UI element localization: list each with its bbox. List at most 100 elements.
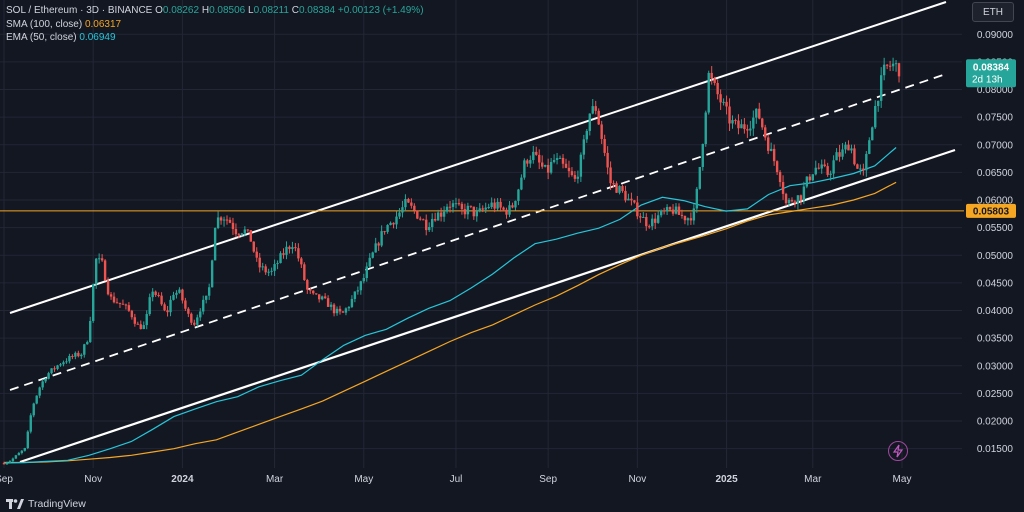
candle-body — [781, 182, 785, 194]
regression-channel — [9, 1, 956, 464]
candle-body — [338, 308, 342, 312]
candle-body — [213, 227, 217, 261]
candle-body — [89, 320, 92, 343]
candle-body — [228, 219, 232, 223]
candle-body — [642, 217, 645, 219]
candle-body — [725, 101, 728, 107]
candle-body — [353, 291, 357, 299]
candle-body — [814, 167, 817, 175]
last-price-label-bg — [966, 59, 1016, 88]
price-tick-label: 0.04000 — [977, 306, 1014, 317]
candle-body — [210, 260, 214, 288]
lightning-icon[interactable] — [888, 441, 908, 461]
candle-body — [627, 198, 630, 201]
candle-body — [879, 75, 883, 101]
candle-body — [386, 225, 389, 232]
candle-body — [172, 294, 175, 300]
candle-body — [549, 162, 553, 173]
price-axis[interactable]: 0.090000.085000.080000.075000.070000.065… — [977, 30, 1014, 455]
ohlc-value-c: 0.08384 — [298, 5, 336, 16]
price-tick-label: 0.07500 — [977, 113, 1014, 124]
candle-body — [844, 144, 847, 150]
candle-body — [710, 72, 713, 79]
candle-body — [273, 264, 276, 271]
candle-body — [648, 226, 651, 228]
candle-body — [419, 218, 422, 220]
candle-body — [573, 175, 577, 179]
candle-body — [225, 219, 229, 221]
ohlc-key-h: H — [199, 5, 210, 16]
candle-body — [178, 289, 181, 293]
ema-label: EMA (50, close) — [6, 32, 77, 43]
tradingview-logo[interactable]: TradingView — [6, 498, 86, 510]
candle-body — [258, 257, 261, 268]
candle-body — [115, 302, 119, 304]
candle-body — [422, 219, 425, 221]
candle-body — [484, 207, 487, 210]
legend-ema-row[interactable]: EMA (50, close) 0.06949 — [6, 31, 424, 45]
candle-body — [633, 200, 636, 203]
candle-body — [692, 208, 696, 221]
candle-body — [59, 364, 62, 366]
support-price-label-text: 0.05803 — [973, 206, 1010, 217]
candle-body — [344, 308, 348, 313]
candle-body — [793, 201, 797, 204]
candle-body — [508, 205, 511, 215]
candle-body — [92, 284, 95, 321]
candle-body — [695, 188, 699, 209]
candle-body — [97, 258, 101, 260]
time-tick-label: 2024 — [171, 474, 194, 485]
time-tick-label: Jul — [450, 474, 463, 485]
candle-body — [442, 211, 446, 217]
candle-body — [219, 217, 223, 221]
candle-body — [187, 308, 190, 314]
candle-body — [850, 148, 853, 151]
candle-body — [609, 167, 612, 184]
candle-body — [94, 258, 98, 285]
price-tick-label: 0.03000 — [977, 361, 1014, 372]
symbol-title[interactable]: SOL / Ethereum · 3D · BINANCE — [6, 5, 153, 16]
time-tick-label: Nov — [628, 474, 646, 485]
candle-body — [799, 195, 803, 201]
candle-body — [133, 317, 137, 324]
candle-body — [853, 148, 856, 165]
candle-body — [882, 64, 886, 76]
candle-body — [29, 415, 32, 432]
candle-body — [579, 154, 583, 177]
candle-body — [805, 176, 809, 187]
candle-body — [823, 164, 826, 167]
candle-body — [118, 302, 122, 304]
candle-body — [285, 246, 288, 255]
candle-body — [865, 153, 868, 171]
candle-body — [151, 291, 154, 298]
candle-body — [481, 208, 484, 210]
candle-body — [207, 287, 211, 296]
currency-button[interactable]: ETH — [972, 2, 1014, 22]
time-axis[interactable]: Sep Nov 2024 Mar May Jul Sep Nov 2025 Mar May — [0, 474, 911, 485]
price-tick-label: 0.06000 — [977, 196, 1014, 207]
candle-body — [157, 294, 160, 296]
candle-body — [190, 313, 193, 323]
candle-body — [306, 280, 309, 290]
chart-grid — [0, 0, 962, 468]
candle-body — [68, 356, 71, 362]
candle-body — [764, 127, 767, 138]
candle-body — [11, 458, 15, 462]
candle-body — [615, 183, 618, 193]
candle-body — [341, 311, 345, 313]
candle-body — [749, 128, 752, 131]
support-price-label: 0.05803 — [966, 203, 1016, 218]
candle-body — [106, 280, 110, 295]
candle-body — [362, 277, 365, 282]
legend-sma-row[interactable]: SMA (100, close) 0.06317 — [6, 18, 424, 32]
candle-body — [282, 253, 285, 255]
candle-body — [538, 154, 541, 163]
candle-body — [347, 306, 351, 309]
candle-body — [526, 160, 529, 164]
candle-body — [761, 118, 764, 128]
candle-body — [26, 431, 29, 449]
candle-body — [576, 176, 580, 179]
candle-body — [466, 205, 470, 215]
ohlc-value-h: 0.08506 — [209, 5, 246, 16]
